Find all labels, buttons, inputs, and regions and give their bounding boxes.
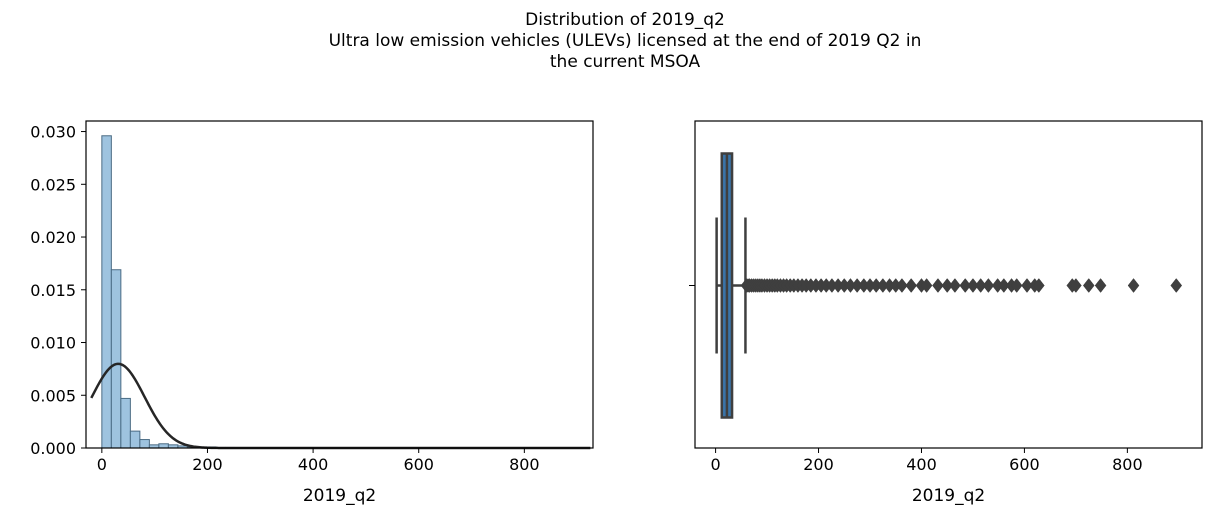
hist-bar [101,135,112,449]
box-outlier-point [941,278,954,293]
fit-curve-line [90,362,591,450]
hist-y-tick-label: 0.005 [30,386,76,405]
box-x-axis-label: 2019_q2 [912,486,985,506]
hist-bar [139,439,150,449]
box-outlier-point [974,278,987,293]
box-x-tick-label: 800 [1112,455,1143,474]
hist-axes-frame [85,120,594,449]
hist-bar [158,443,169,449]
hist-y-tick-label: 0.020 [30,228,76,247]
box-outlier-point [982,278,995,293]
box-x-tick-label: 600 [1009,455,1040,474]
hist-bar [129,430,141,449]
box-outlier-point [1010,278,1023,293]
figure-title-line-1: Distribution of 2019_q2 [525,10,725,30]
hist-bar [110,269,122,449]
hist-bar [120,397,131,449]
hist-x-tick-label: 200 [192,455,223,474]
box-outlier-point [1094,278,1107,293]
hist-x-tick-label: 600 [403,455,434,474]
box-outlier-point [1127,278,1140,293]
hist-x-tick-label: 0 [97,455,107,474]
box-outlier-point [1070,278,1082,293]
hist-x-tick-label: 800 [509,455,540,474]
hist-x-tick-label: 400 [298,455,329,474]
box-outlier-point [932,278,944,293]
figure-title: Distribution of 2019_q2 Ultra low emissi… [0,10,1216,73]
histogram-panel: 0 200 400 600 800 0.000 0.005 0.010 0.015 0.020 0.… [30,120,594,506]
hist-y-tick-label: 0.010 [30,334,76,353]
box-outlier-point [1033,278,1045,293]
box-outlier-point [959,278,972,293]
box-outlier-point [998,278,1010,293]
box-outlier-point [896,278,908,293]
box-x-tick-label: 200 [803,455,834,474]
box-outlier-point [920,278,933,293]
hist-y-tick-label: 0.015 [30,281,76,300]
box-outlier-point [967,278,979,293]
boxplot-panel: 0 200 400 600 800 2019_q2 [689,120,1203,506]
box-outlier-point [1082,278,1095,293]
hist-x-axis-label: 2019_q2 [303,486,376,506]
box-outlier-point [949,278,961,293]
hist-y-tick-label: 0.030 [30,123,76,142]
box-outlier-point [905,278,918,293]
box-outlier-point [1021,278,1033,293]
hist-y-tick-label: 0.025 [30,175,76,194]
hist-y-tick-label: 0.000 [30,439,76,458]
box-axes-frame [694,120,1203,449]
figure-title-line-2: Ultra low emission vehicles (ULEVs) lice… [328,31,922,51]
box-x-tick-label: 400 [906,455,937,474]
box-outlier-point [1170,278,1183,293]
figure-title-line-3: the current MSOA [549,52,701,72]
box-x-tick-label: 0 [710,455,720,474]
